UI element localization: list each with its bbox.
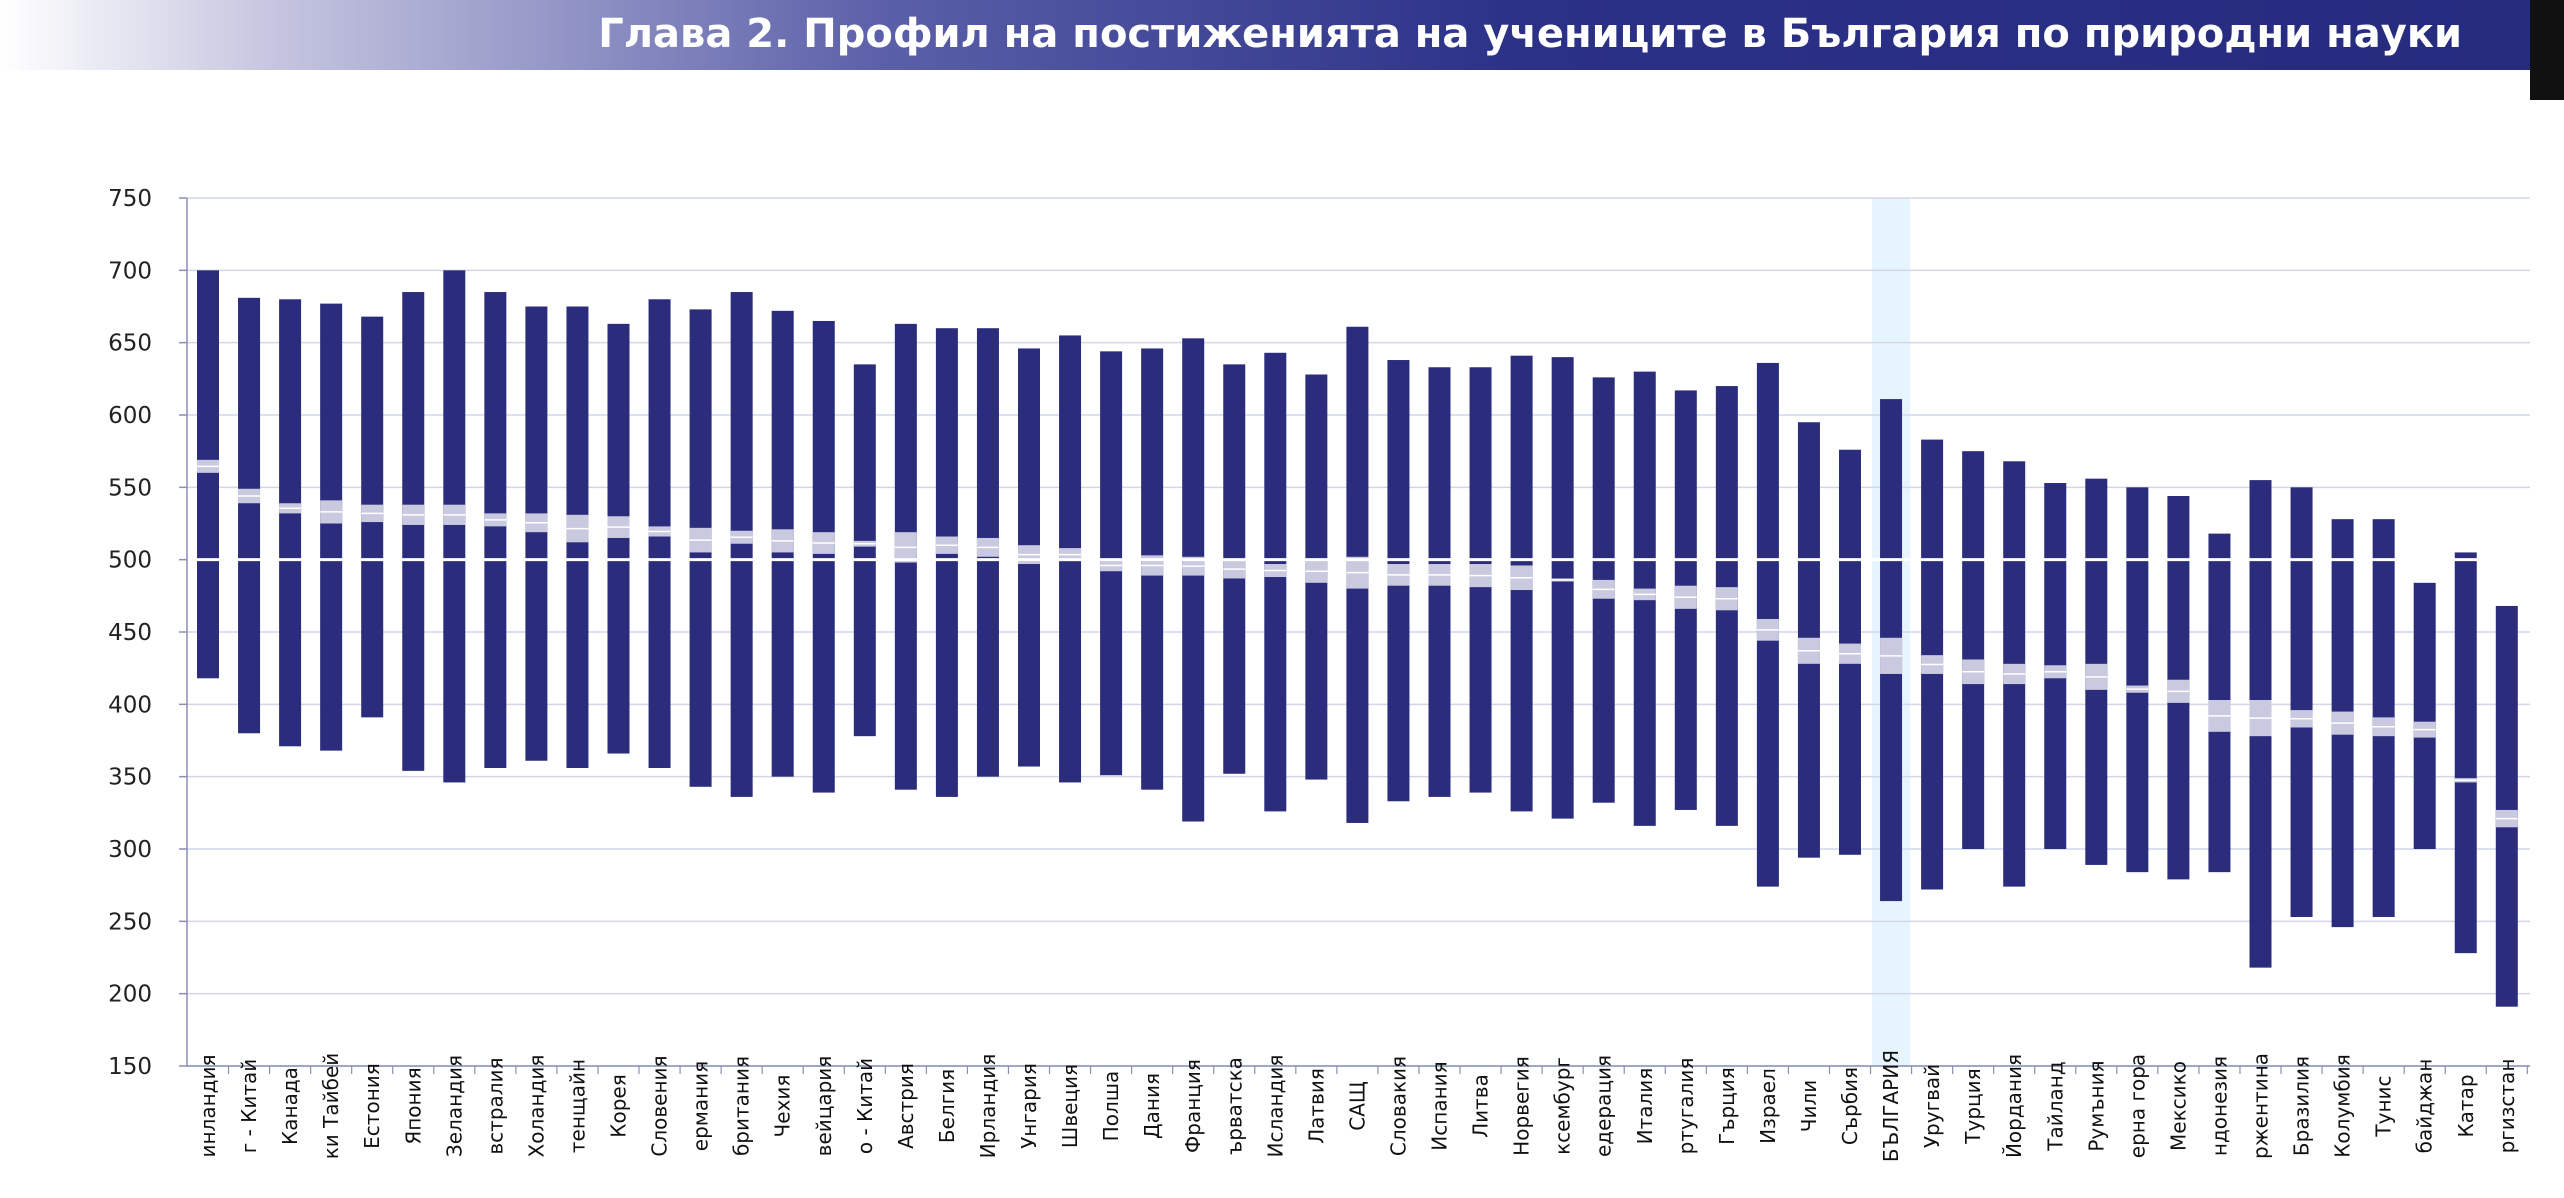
y-tick-label: 450 xyxy=(108,620,152,646)
y-tick-label: 500 xyxy=(108,548,152,574)
category-label: ки Тайбей xyxy=(319,1053,343,1160)
header-banner: Глава 2. Профил на постиженията на учени… xyxy=(0,0,2530,70)
range-bar xyxy=(2454,552,2477,954)
y-tick-label: 750 xyxy=(108,186,152,212)
range-bar xyxy=(1264,352,1287,812)
range-bar xyxy=(484,292,507,768)
category-label: Мексико xyxy=(2166,1061,2190,1151)
category-label: ерна гора xyxy=(2125,1054,2149,1158)
category-label: г - Китай xyxy=(237,1059,261,1154)
category-label: ърватска xyxy=(1222,1057,1246,1155)
category-label: БЪЛГАРИЯ xyxy=(1879,1050,1903,1162)
category-label: едерация xyxy=(1592,1055,1616,1157)
category-label: Йордания xyxy=(2002,1054,2026,1158)
category-label: британия xyxy=(730,1056,754,1156)
category-label: Словения xyxy=(648,1055,672,1156)
y-tick-label: 350 xyxy=(108,765,152,791)
y-tick-label: 650 xyxy=(108,331,152,357)
range-bar xyxy=(402,292,425,771)
range-bar xyxy=(1962,451,1985,849)
y-tick-label: 250 xyxy=(108,909,152,935)
category-label: Корея xyxy=(607,1074,631,1137)
y-tick-label: 700 xyxy=(108,258,152,284)
category-label: Естония xyxy=(360,1063,384,1149)
category-label: тенщайн xyxy=(565,1059,589,1153)
range-bar xyxy=(812,320,835,793)
category-label: ржентина xyxy=(2249,1053,2273,1159)
category-label: Швеция xyxy=(1058,1064,1082,1148)
category-label: Израел xyxy=(1756,1068,1780,1144)
y-tick-label: 200 xyxy=(108,982,152,1008)
category-label: Зеландия xyxy=(442,1055,466,1157)
range-bar xyxy=(1551,357,1574,819)
range-bar xyxy=(2495,605,2518,1007)
category-label: Дания xyxy=(1140,1073,1164,1139)
category-label: Ирландия xyxy=(976,1054,1000,1159)
category-label: Колумбия xyxy=(2331,1054,2355,1158)
category-label: Бразилия xyxy=(2290,1056,2314,1156)
category-label: Словакия xyxy=(1386,1056,1410,1156)
category-label: Чехия xyxy=(771,1075,795,1138)
category-label: Полша xyxy=(1099,1071,1123,1142)
category-label: Чили xyxy=(1797,1080,1821,1133)
category-label: байджан xyxy=(2413,1059,2437,1154)
category-label: встралия xyxy=(483,1057,507,1154)
category-label: Испания xyxy=(1428,1061,1452,1150)
y-tick-label: 600 xyxy=(108,403,152,429)
category-label: Канада xyxy=(278,1067,302,1145)
y-tick-label: 550 xyxy=(108,475,152,501)
range-bar xyxy=(2126,487,2149,873)
y-tick-label: 400 xyxy=(108,692,152,718)
category-label: Австрия xyxy=(894,1063,918,1149)
page-title: Глава 2. Профил на постиженията на учени… xyxy=(598,11,2462,57)
range-bar xyxy=(853,364,876,737)
range-bar xyxy=(730,292,753,797)
category-label: Турция xyxy=(1961,1068,1985,1144)
range-bar xyxy=(1182,338,1205,822)
range-bar xyxy=(2413,582,2436,849)
category-label: Тунис xyxy=(2372,1075,2396,1137)
range-bar xyxy=(607,323,630,754)
category-label: ермания xyxy=(689,1061,713,1151)
category-label: Унгария xyxy=(1017,1063,1041,1149)
category-label: ргизстан xyxy=(2495,1059,2519,1154)
range-bar xyxy=(197,270,219,679)
y-tick-label: 300 xyxy=(108,837,152,863)
y-tick-label: 150 xyxy=(108,1054,152,1080)
category-label: ртугалия xyxy=(1674,1058,1698,1155)
category-label: Франция xyxy=(1181,1059,1205,1153)
category-label: Катар xyxy=(2454,1074,2478,1137)
range-bar xyxy=(2290,487,2313,917)
category-label: Норвегия xyxy=(1510,1056,1534,1156)
category-label: Белгия xyxy=(935,1069,959,1143)
category-label: о - Китай xyxy=(853,1058,877,1154)
range-bar xyxy=(443,270,466,783)
range-bar xyxy=(279,299,302,747)
category-label: САЩ xyxy=(1345,1081,1369,1131)
category-label: Литва xyxy=(1469,1074,1493,1138)
category-label: ндонезия xyxy=(2207,1056,2231,1156)
category-label: инландия xyxy=(196,1054,220,1157)
category-label: Латвия xyxy=(1304,1068,1328,1144)
category-label: Гърция xyxy=(1715,1067,1739,1145)
category-label: ксембург xyxy=(1551,1057,1575,1155)
corner-decoration xyxy=(2530,0,2564,100)
category-label: Уругвай xyxy=(1920,1064,1944,1148)
category-label: Италия xyxy=(1633,1068,1657,1145)
category-label: Япония xyxy=(401,1067,425,1144)
range-bar xyxy=(935,328,958,797)
category-label: Холандия xyxy=(524,1055,548,1158)
category-label: Сърбия xyxy=(1838,1067,1862,1145)
category-label: вейцария xyxy=(812,1056,836,1157)
range-bar xyxy=(238,297,261,734)
range-bar xyxy=(525,306,548,761)
category-label: Румъния xyxy=(2084,1060,2108,1151)
range-bar xyxy=(320,303,343,751)
category-label: Исландия xyxy=(1263,1055,1287,1158)
category-label: Тайланд xyxy=(2043,1061,2067,1151)
